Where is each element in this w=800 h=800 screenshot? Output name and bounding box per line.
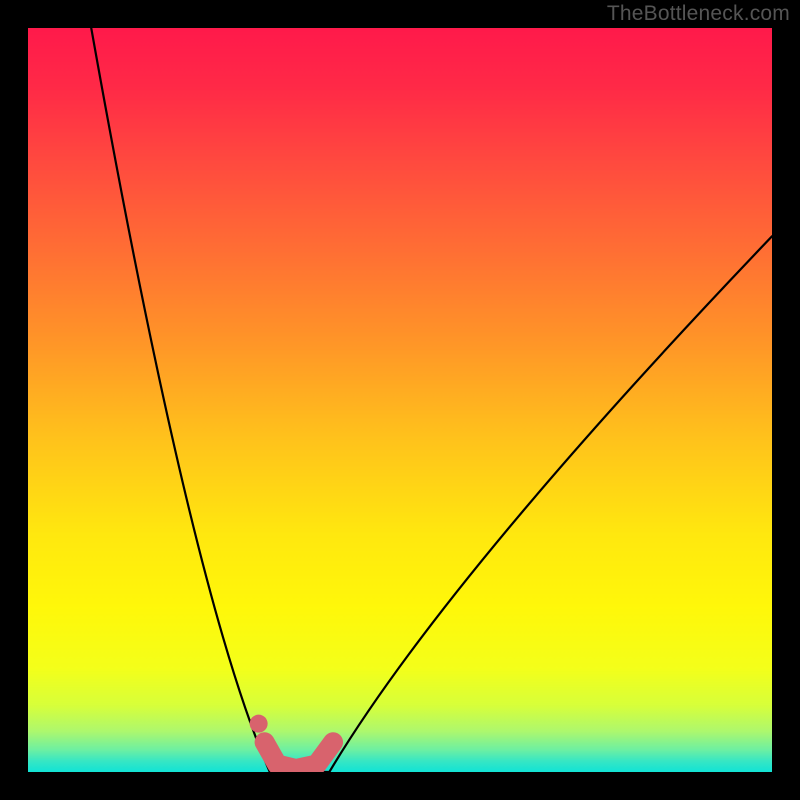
chart-stage: TheBottleneck.com: [0, 0, 800, 800]
black-v-curve: [91, 28, 772, 772]
plot-area: [28, 28, 772, 772]
pink-marker-dot: [250, 715, 268, 733]
curve-layer: [28, 28, 772, 772]
watermark-text: TheBottleneck.com: [607, 2, 790, 26]
pink-marker-arc: [265, 742, 333, 769]
